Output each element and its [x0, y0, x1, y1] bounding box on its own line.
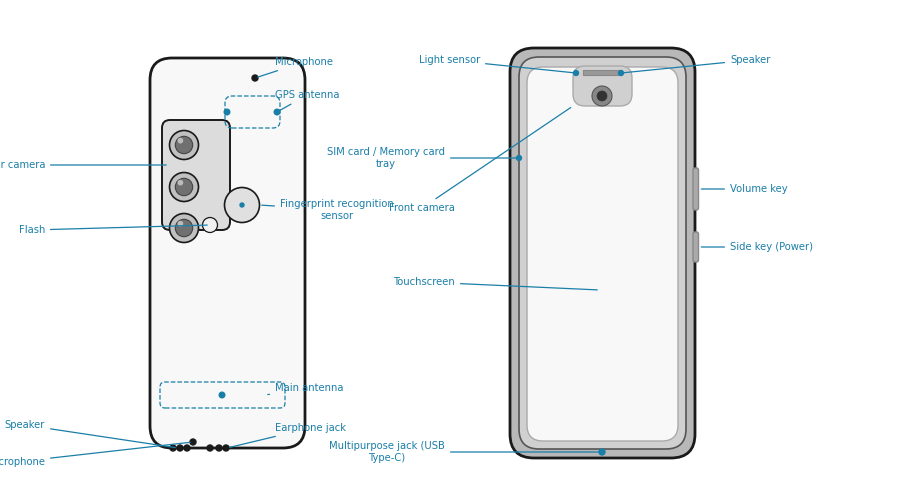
FancyBboxPatch shape: [162, 120, 230, 230]
Circle shape: [169, 130, 199, 160]
Text: Speaker: Speaker: [624, 55, 770, 72]
Circle shape: [224, 109, 230, 115]
Text: Side key (Power): Side key (Power): [701, 242, 813, 252]
Text: Microphone: Microphone: [257, 57, 333, 77]
Text: Rear camera: Rear camera: [0, 160, 166, 170]
Circle shape: [240, 203, 244, 207]
Text: Touchscreen: Touchscreen: [393, 277, 598, 290]
Text: Main antenna: Main antenna: [267, 383, 344, 394]
FancyBboxPatch shape: [573, 66, 632, 106]
Text: Volume key: Volume key: [701, 184, 788, 194]
Circle shape: [224, 188, 259, 222]
Circle shape: [170, 445, 176, 451]
FancyBboxPatch shape: [693, 168, 698, 210]
Circle shape: [220, 392, 225, 398]
Circle shape: [178, 222, 183, 226]
Text: Speaker: Speaker: [4, 420, 176, 448]
Circle shape: [207, 445, 213, 451]
Circle shape: [178, 180, 183, 185]
Circle shape: [169, 214, 199, 242]
Text: Multipurpose jack (USB
Type-C): Multipurpose jack (USB Type-C): [329, 441, 599, 463]
Circle shape: [599, 449, 605, 455]
Circle shape: [274, 109, 280, 115]
Circle shape: [216, 445, 222, 451]
Circle shape: [517, 156, 521, 160]
Text: Light sensor: Light sensor: [418, 55, 573, 72]
Circle shape: [169, 172, 199, 202]
Circle shape: [176, 178, 193, 196]
Circle shape: [176, 220, 193, 236]
Circle shape: [252, 75, 258, 81]
FancyBboxPatch shape: [510, 48, 695, 458]
Circle shape: [176, 136, 193, 154]
FancyBboxPatch shape: [519, 57, 686, 449]
Circle shape: [618, 70, 624, 76]
Circle shape: [592, 86, 612, 106]
Bar: [583, 70, 621, 75]
Circle shape: [223, 445, 229, 451]
Circle shape: [202, 218, 218, 232]
Text: GPS antenna: GPS antenna: [275, 90, 339, 110]
Text: SIM card / Memory card
tray: SIM card / Memory card tray: [327, 147, 517, 169]
Text: Earphone jack: Earphone jack: [230, 423, 346, 448]
Circle shape: [597, 91, 607, 101]
Text: Flash: Flash: [19, 225, 207, 235]
FancyBboxPatch shape: [527, 67, 678, 441]
Circle shape: [190, 439, 196, 445]
Circle shape: [184, 445, 190, 451]
Text: Front camera: Front camera: [389, 108, 571, 213]
Circle shape: [178, 138, 183, 143]
FancyBboxPatch shape: [693, 232, 698, 262]
Circle shape: [573, 70, 579, 76]
Circle shape: [177, 445, 183, 451]
Text: Microphone: Microphone: [0, 442, 190, 467]
Text: Fingerprint recognition
sensor: Fingerprint recognition sensor: [262, 199, 394, 221]
FancyBboxPatch shape: [150, 58, 305, 448]
